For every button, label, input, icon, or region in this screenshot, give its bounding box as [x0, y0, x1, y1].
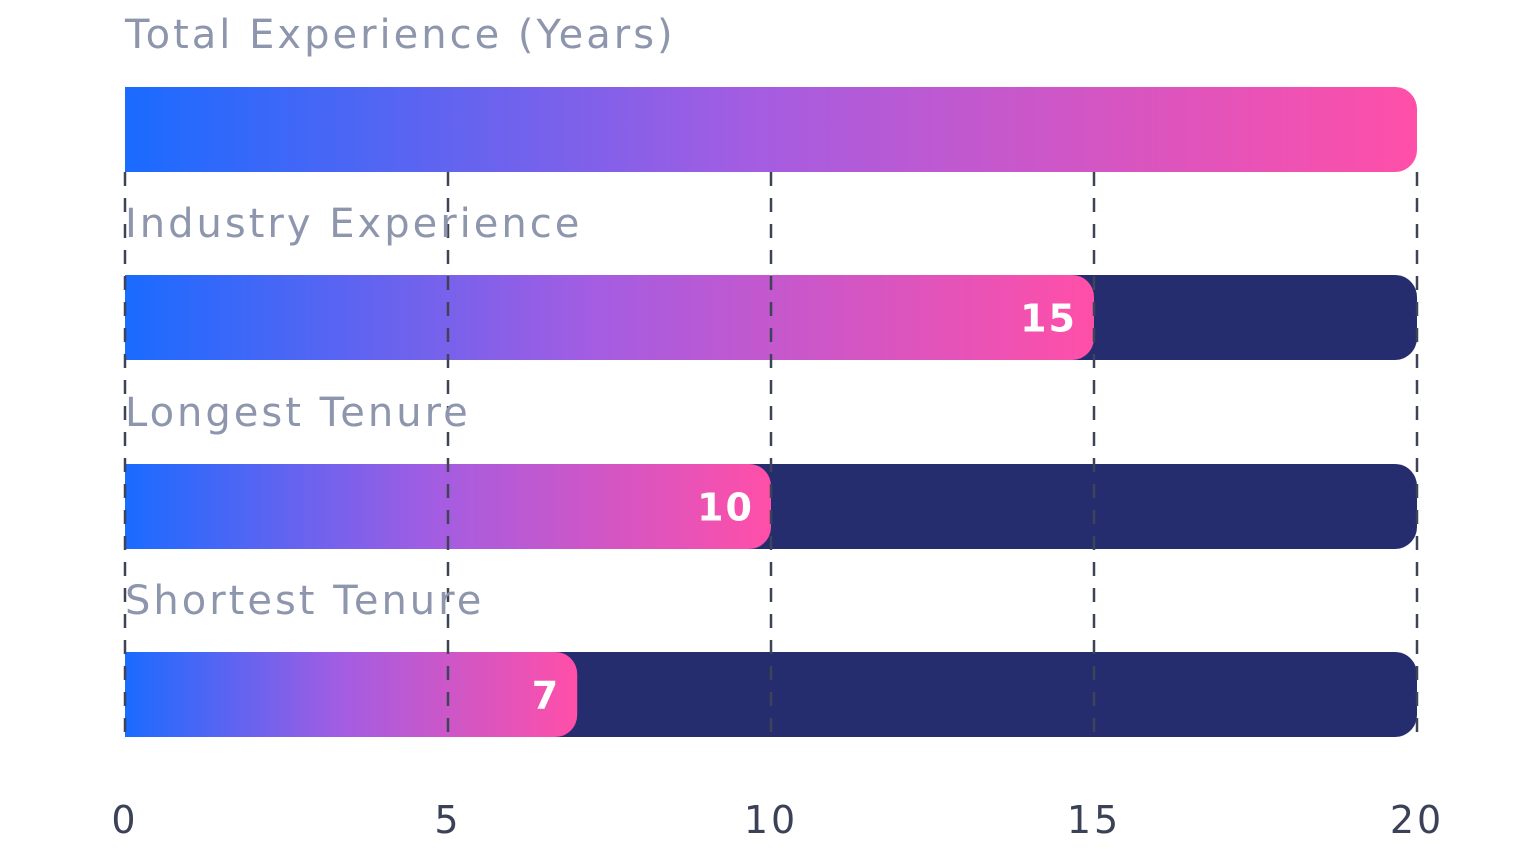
bar — [125, 275, 1094, 360]
data-label: 7 — [532, 674, 560, 718]
x-tick-label: 5 — [434, 798, 461, 842]
category-label: Shortest Tenure — [125, 578, 484, 624]
category-labels: Total Experience (Years) Industry Experie… — [124, 12, 676, 624]
gridlines — [123, 172, 1419, 737]
x-tick-label: 15 — [1067, 798, 1121, 842]
bar — [125, 652, 578, 737]
bar — [125, 464, 771, 549]
bars — [125, 87, 1417, 737]
x-axis-ticks: 0 5 10 15 20 — [111, 798, 1444, 842]
category-label: Total Experience (Years) — [124, 12, 676, 58]
x-tick-label: 0 — [111, 798, 138, 842]
x-tick-label: 20 — [1390, 798, 1444, 842]
bar — [125, 87, 1417, 172]
x-tick-label: 10 — [744, 798, 798, 842]
data-label: 15 — [1020, 297, 1077, 341]
data-label: 10 — [697, 486, 754, 530]
value-labels: 15 10 7 — [532, 297, 1077, 718]
category-label: Longest Tenure — [125, 390, 471, 436]
category-label: Industry Experience — [125, 201, 582, 247]
